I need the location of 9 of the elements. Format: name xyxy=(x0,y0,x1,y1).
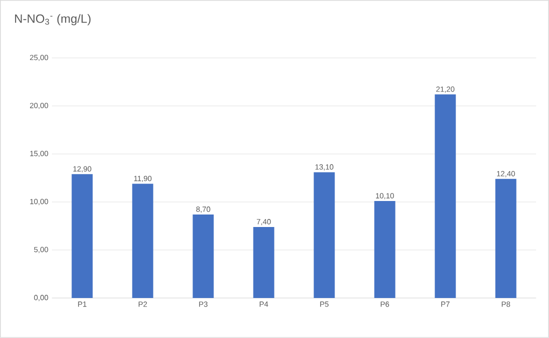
bar xyxy=(374,201,396,298)
bar xyxy=(72,174,93,298)
bar xyxy=(253,226,274,298)
chart-title: N-NO$_{3}$$^{-}$ (mg/L) xyxy=(15,14,91,26)
bar xyxy=(434,94,456,298)
bar xyxy=(132,184,154,298)
bar xyxy=(314,172,335,298)
bar xyxy=(192,214,214,298)
bar xyxy=(495,178,516,298)
